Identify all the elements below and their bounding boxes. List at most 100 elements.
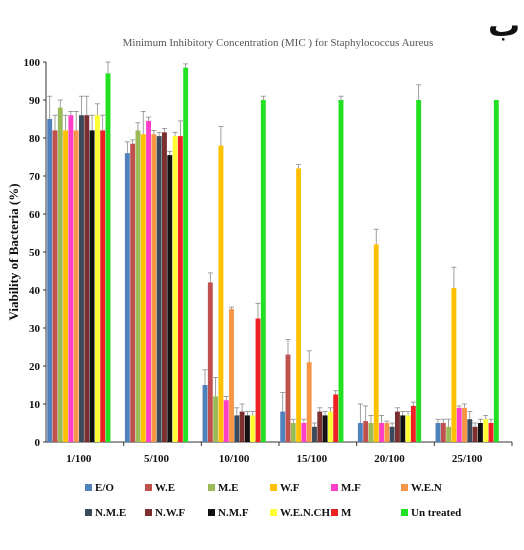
- bar: [410, 405, 416, 442]
- legend-label: N.M.E: [95, 507, 126, 519]
- y-tick-label: 90: [29, 95, 41, 107]
- bar: [124, 153, 130, 442]
- y-tick-label: 100: [24, 57, 41, 69]
- y-tick-label: 40: [29, 285, 41, 297]
- bar: [73, 130, 79, 442]
- bar: [395, 411, 400, 442]
- corner-label: ب: [488, 6, 521, 44]
- chart-title: Minimum Inhibitory Concentration (MIC ) …: [123, 37, 434, 49]
- legend-label: W.F: [280, 482, 300, 494]
- bar: [389, 426, 395, 442]
- legend: E/O W.E M.E W.F M.F W.E.N N.M.E N.W.F N.M.F W.E.N…: [85, 482, 461, 519]
- bar: [223, 400, 229, 442]
- legend-item: W.E.N: [401, 482, 442, 494]
- bar: [327, 411, 333, 442]
- bar: [416, 100, 422, 442]
- bar: [84, 115, 90, 442]
- bar: [322, 415, 328, 442]
- bar: [435, 423, 441, 442]
- y-tick-label: 0: [35, 437, 41, 449]
- bar: [63, 130, 69, 442]
- x-tick-label: 15/100: [297, 453, 328, 465]
- bar: [317, 411, 323, 442]
- bar: [244, 415, 250, 442]
- bar: [89, 130, 95, 442]
- bar: [213, 396, 219, 442]
- bar: [290, 423, 296, 442]
- bar: [462, 407, 467, 442]
- legend-item: W.E: [145, 482, 175, 494]
- bar: [47, 119, 53, 442]
- legend-swatch: [331, 509, 338, 516]
- x-tick-label: 25/100: [452, 453, 483, 465]
- bar: [172, 136, 178, 442]
- legend-label: E/O: [95, 482, 114, 494]
- legend-swatch: [401, 509, 408, 516]
- legend-swatch: [208, 484, 215, 491]
- legend-swatch: [145, 509, 152, 516]
- bar: [167, 155, 173, 442]
- legend-item: Un treated: [401, 507, 461, 519]
- bar: [384, 423, 390, 442]
- legend-swatch: [401, 484, 408, 491]
- y-tick-label: 80: [29, 133, 41, 145]
- bar: [94, 115, 100, 442]
- bar: [234, 415, 240, 442]
- bar: [451, 288, 457, 442]
- bar: [135, 130, 141, 442]
- bar: [312, 426, 317, 442]
- legend-item: M.F: [331, 482, 361, 494]
- legend-label: W.E.N.CH: [280, 507, 330, 519]
- bar: [100, 130, 106, 442]
- bar: [446, 426, 452, 442]
- bar: [472, 426, 478, 442]
- bars-group: [47, 61, 499, 443]
- bar: [338, 100, 344, 442]
- legend-item: M: [331, 507, 352, 519]
- bar: [68, 115, 74, 442]
- bar: [207, 282, 213, 442]
- bar: [296, 168, 302, 442]
- y-tick-label: 30: [29, 323, 41, 335]
- bar: [400, 415, 406, 442]
- legend-label: N.W.F: [155, 507, 185, 519]
- bar: [183, 67, 189, 442]
- bar: [477, 423, 483, 442]
- y-tick-label: 50: [29, 247, 41, 259]
- x-tick-label: 20/100: [374, 453, 405, 465]
- bar: [301, 423, 307, 442]
- legend-item: M.E: [208, 482, 238, 494]
- bar: [488, 423, 494, 442]
- bar: [368, 423, 374, 442]
- bar: [239, 411, 245, 442]
- bar: [255, 318, 261, 442]
- legend-label: M.E: [218, 482, 238, 494]
- legend-swatch: [85, 509, 92, 516]
- y-tick-label: 60: [29, 209, 41, 221]
- bar: [250, 415, 256, 442]
- x-tick-label: 10/100: [219, 453, 250, 465]
- bar: [456, 407, 462, 442]
- legend-item: W.F: [270, 482, 300, 494]
- bar: [306, 362, 312, 442]
- legend-label: N.M.F: [218, 507, 249, 519]
- bar: [218, 145, 224, 442]
- bar: [151, 134, 157, 442]
- bar: [357, 423, 363, 442]
- bar: [202, 385, 208, 442]
- legend-swatch: [85, 484, 92, 491]
- bar: [333, 394, 339, 442]
- bar: [493, 100, 499, 442]
- legend-item: N.M.E: [85, 507, 126, 519]
- legend-swatch: [145, 484, 152, 491]
- legend-label: M.F: [341, 482, 361, 494]
- bar: [260, 100, 266, 442]
- legend-label: Un treated: [411, 507, 461, 519]
- bar: [373, 244, 379, 442]
- bar: [57, 107, 63, 442]
- bar: [162, 132, 167, 443]
- bar: [79, 115, 84, 442]
- bar: [405, 415, 411, 442]
- bar: [105, 73, 111, 443]
